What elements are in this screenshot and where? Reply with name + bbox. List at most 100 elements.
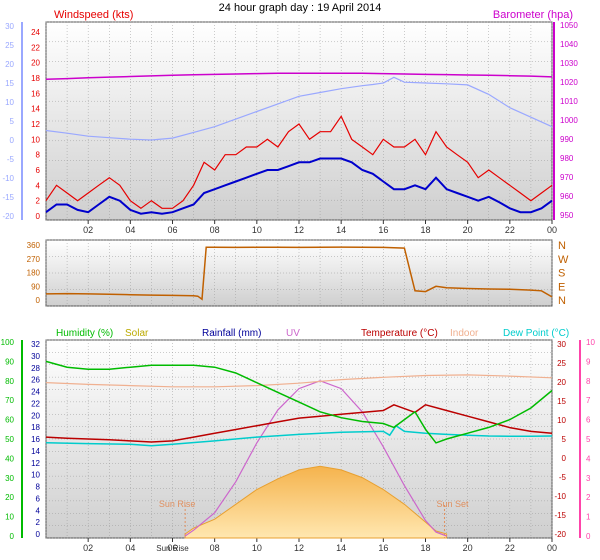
legend-5: Indoor bbox=[450, 328, 479, 339]
climate-legend: Humidity (%) Solar Rainfall (mm) UV Temperat… bbox=[56, 328, 569, 339]
temp-left-tick-label: -20 bbox=[2, 212, 14, 221]
wind-tick-label: 2 bbox=[36, 197, 41, 206]
baro-tick-label: 990 bbox=[560, 135, 574, 144]
wind-tick-label: 24 bbox=[31, 28, 40, 37]
wind-tick-label: 4 bbox=[36, 181, 41, 190]
temp-right-tick-label: 10 bbox=[557, 416, 566, 425]
direction-series bbox=[45, 246, 553, 301]
wind-tick-label: 16 bbox=[31, 89, 40, 98]
uv-tick-label: 9 bbox=[586, 357, 591, 366]
wind-tick-label: 12 bbox=[31, 120, 40, 129]
x-tick-label: 22 bbox=[505, 543, 515, 553]
baro-tick-label: 1010 bbox=[560, 97, 578, 106]
baro-tick-label: 970 bbox=[560, 173, 574, 182]
humidity-tick-label: 50 bbox=[5, 435, 14, 444]
baro-tick-label: 1040 bbox=[560, 40, 578, 49]
x-tick-label: 14 bbox=[336, 225, 346, 235]
temp-right-tick-label: -20 bbox=[554, 530, 566, 539]
wind-tick-label: 0 bbox=[36, 212, 41, 221]
temp-left-tick-label: 0 bbox=[36, 530, 41, 539]
temp-left-tick-label: 16 bbox=[31, 435, 40, 444]
wind-tick-label: 10 bbox=[31, 135, 40, 144]
x-tick-label: 08 bbox=[210, 543, 220, 553]
direction-grid bbox=[45, 239, 553, 307]
temp-left-tick-label: 15 bbox=[5, 79, 14, 88]
sunrise-tick-label: Sun Rise bbox=[156, 544, 189, 553]
humidity-tick-label: 70 bbox=[5, 396, 14, 405]
x-tick-label: 12 bbox=[294, 543, 304, 553]
x-tick-label: 20 bbox=[463, 543, 473, 553]
wind-tick-label: 18 bbox=[31, 74, 40, 83]
barometer-line bbox=[45, 72, 553, 80]
avg-windspeed-line bbox=[45, 157, 553, 215]
temp-right-tick-label: -5 bbox=[559, 473, 567, 482]
wind-baro-grid bbox=[45, 21, 553, 221]
humidity-tick-label: 20 bbox=[5, 493, 14, 502]
temp-left-tick-label: 14 bbox=[31, 447, 40, 456]
temp-right-tick-label: 25 bbox=[557, 359, 566, 368]
temp-right-tick-label: 0 bbox=[562, 454, 567, 463]
temp-left-tick-label: 30 bbox=[5, 22, 14, 31]
temp-left-tick-label: 22 bbox=[31, 399, 40, 408]
humidity-tick-label: 40 bbox=[5, 454, 14, 463]
temp-left-tick-label: 25 bbox=[5, 41, 14, 50]
uv-tick-label: 10 bbox=[586, 338, 595, 347]
page-title: 24 hour graph day : 19 April 2014 bbox=[219, 2, 382, 14]
x-tick-label: 20 bbox=[463, 225, 473, 235]
temp-left-tick-label: 0 bbox=[10, 136, 15, 145]
temp-right-tick-label: -10 bbox=[554, 492, 566, 501]
humidity-line bbox=[45, 360, 553, 444]
temp-left-tick-label: 20 bbox=[5, 60, 14, 69]
baro-tick-label: 960 bbox=[560, 192, 574, 201]
x-tick-label: 10 bbox=[252, 225, 262, 235]
x-tick-label: 16 bbox=[378, 225, 388, 235]
climate-series bbox=[45, 360, 553, 539]
sun-annotations: Sun Rise Sun Set bbox=[159, 499, 469, 538]
x-tick-label: 10 bbox=[252, 543, 262, 553]
x-tick-label: 04 bbox=[125, 225, 135, 235]
temp-left-tick-label: 24 bbox=[31, 388, 40, 397]
uv-tick-label: 1 bbox=[586, 513, 591, 522]
x-tick-label: 02 bbox=[83, 543, 93, 553]
temp-left-tick-label: 5 bbox=[10, 117, 15, 126]
direction-tick-label: 0 bbox=[36, 296, 41, 305]
temp-left-tick-label: 26 bbox=[31, 376, 40, 385]
humidity-tick-label: 80 bbox=[5, 377, 14, 386]
temp-left-tick-label: 12 bbox=[31, 459, 40, 468]
uv-tick-label: 4 bbox=[586, 454, 591, 463]
temp-left-tick-label: 28 bbox=[31, 364, 40, 373]
wind-baro-x-axis: 02 04 06 08 10 12 14 16 18 20 22 00 bbox=[83, 220, 557, 235]
compass-label: N bbox=[558, 295, 566, 307]
temperature-right-axis: 30 25 20 15 10 5 0 -5 -10 -15 -20 bbox=[554, 340, 566, 539]
baro-tick-label: 1020 bbox=[560, 78, 578, 87]
baro-tick-label: 1050 bbox=[560, 21, 578, 30]
x-tick-label: 06 bbox=[167, 543, 177, 553]
legend-4: Temperature (°C) bbox=[361, 328, 438, 339]
barometer-axis: 1050 1040 1030 1020 1010 1000 990 980 970 960 950 bbox=[553, 21, 578, 220]
x-tick-label: 00 bbox=[547, 225, 557, 235]
sunset-label: Sun Set bbox=[436, 499, 469, 509]
solar-area bbox=[184, 465, 448, 539]
direction-tick-label: 360 bbox=[27, 241, 41, 250]
direction-tick-label: 180 bbox=[27, 269, 41, 278]
temp-right-tick-label: 15 bbox=[557, 397, 566, 406]
temp-left-tick-label: 18 bbox=[31, 423, 40, 432]
humidity-tick-label: 30 bbox=[5, 474, 14, 483]
temp-left-tick-label: 8 bbox=[36, 483, 41, 492]
legend-0: Humidity (%) bbox=[56, 328, 113, 339]
humidity-tick-label: 100 bbox=[1, 338, 15, 347]
x-tick-label: 22 bbox=[505, 225, 515, 235]
x-tick-label: 12 bbox=[294, 225, 304, 235]
x-tick-label: 08 bbox=[210, 225, 220, 235]
temp-left-tick-label: -5 bbox=[7, 155, 15, 164]
temp-left-tick-label: 32 bbox=[31, 340, 40, 349]
uv-tick-label: 0 bbox=[586, 532, 591, 541]
x-tick-label: 02 bbox=[83, 225, 93, 235]
gust-line bbox=[45, 115, 553, 210]
uv-tick-label: 6 bbox=[586, 416, 591, 425]
temp-left-tick-label: 10 bbox=[31, 471, 40, 480]
